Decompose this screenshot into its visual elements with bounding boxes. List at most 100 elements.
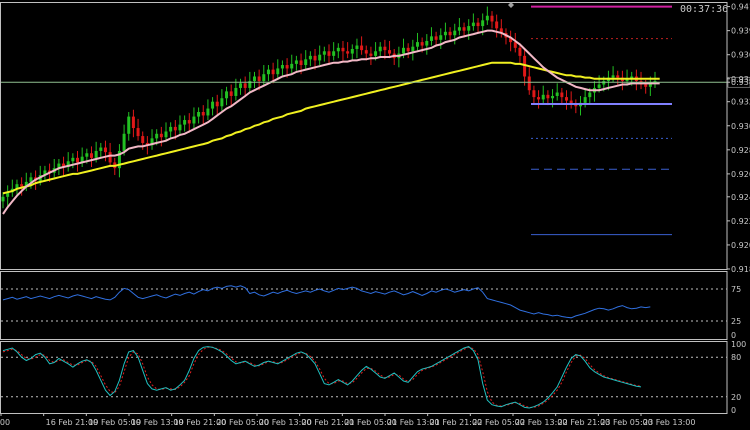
candle-body[interactable] [588, 92, 592, 98]
candle-body[interactable] [24, 181, 28, 187]
candle-body[interactable] [448, 31, 452, 36]
candle-body[interactable] [266, 69, 270, 75]
candle-body[interactable] [453, 30, 457, 36]
candle-body[interactable] [304, 59, 308, 66]
candle-body[interactable] [299, 60, 303, 66]
candle-body[interactable] [495, 21, 499, 29]
candle-body[interactable] [476, 22, 480, 27]
candle-body[interactable] [136, 128, 140, 137]
price-pane[interactable] [0, 5, 750, 236]
candle-body[interactable] [252, 76, 256, 82]
candle-body[interactable] [76, 157, 80, 163]
candle-body[interactable] [201, 112, 205, 116]
candle-body[interactable] [462, 27, 466, 31]
candle-body[interactable] [415, 42, 419, 47]
candle-body[interactable] [434, 36, 438, 40]
candle-body[interactable] [378, 46, 382, 52]
candle-body[interactable] [108, 152, 112, 163]
candle-body[interactable] [62, 163, 66, 168]
candle-body[interactable] [15, 184, 19, 189]
candle-body[interactable] [364, 50, 368, 54]
candle-body[interactable] [346, 51, 350, 54]
candle-body[interactable] [127, 116, 131, 134]
candle-body[interactable] [471, 22, 475, 27]
candle-body[interactable] [248, 81, 252, 88]
candle-body[interactable] [1, 196, 5, 202]
candle-body[interactable] [565, 97, 569, 101]
candle-body[interactable] [262, 74, 266, 82]
candle-body[interactable] [206, 108, 210, 116]
candle-body[interactable] [457, 27, 461, 31]
candle-body[interactable] [187, 120, 191, 124]
candle-body[interactable] [406, 47, 410, 52]
candle-body[interactable] [616, 75, 620, 78]
candle-body[interactable] [327, 51, 331, 56]
candle-body[interactable] [611, 75, 615, 78]
candle-body[interactable] [94, 150, 98, 158]
candle-body[interactable] [313, 55, 317, 61]
candle-body[interactable] [583, 97, 587, 103]
candle-body[interactable] [443, 31, 447, 36]
candle-body[interactable] [141, 136, 145, 143]
candle-body[interactable] [215, 101, 219, 107]
candle-body[interactable] [155, 133, 159, 139]
candle-body[interactable] [225, 91, 229, 99]
candle-body[interactable] [644, 84, 648, 87]
candle-body[interactable] [523, 55, 527, 77]
candle-body[interactable] [411, 46, 415, 52]
candle-body[interactable] [648, 83, 652, 87]
candle-body[interactable] [597, 84, 601, 88]
candle-body[interactable] [360, 45, 364, 51]
rsi-pane[interactable] [1, 285, 727, 322]
candle-body[interactable] [48, 170, 52, 173]
candle-body[interactable] [280, 65, 284, 69]
candle-body[interactable] [285, 65, 289, 69]
candle-body[interactable] [239, 83, 243, 88]
candle-body[interactable] [257, 76, 261, 82]
candle-body[interactable] [332, 51, 336, 56]
stochastic-signal-line[interactable] [2, 346, 642, 408]
candle-body[interactable] [551, 95, 555, 99]
moving-average-fast[interactable] [2, 29, 660, 215]
candle-body[interactable] [169, 126, 173, 132]
candle-body[interactable] [234, 87, 238, 96]
candle-body[interactable] [318, 54, 322, 61]
candle-body[interactable] [178, 124, 182, 131]
candle-body[interactable] [485, 15, 489, 21]
candle-body[interactable] [29, 177, 33, 182]
candle-body[interactable] [57, 163, 61, 169]
candle-body[interactable] [173, 126, 177, 131]
candle-body[interactable] [197, 112, 201, 117]
candle-body[interactable] [131, 116, 135, 129]
candle-body[interactable] [537, 97, 541, 100]
candle-body[interactable] [20, 184, 24, 187]
candle-body[interactable] [322, 51, 326, 55]
candle-body[interactable] [271, 69, 275, 75]
candle-body[interactable] [243, 83, 247, 88]
candle-body[interactable] [150, 138, 154, 146]
rsi-line[interactable] [2, 285, 651, 319]
candle-body[interactable] [402, 47, 406, 54]
candle-body[interactable] [350, 48, 354, 54]
candle-body[interactable] [527, 76, 531, 91]
candle-body[interactable] [211, 101, 215, 109]
candle-body[interactable] [192, 116, 196, 124]
candle-body[interactable] [388, 50, 392, 54]
candle-body[interactable] [159, 133, 163, 138]
candle-body[interactable] [513, 42, 517, 48]
candle-body[interactable] [369, 53, 373, 56]
candle-body[interactable] [229, 91, 233, 96]
candle-body[interactable] [89, 153, 93, 158]
candle-body[interactable] [294, 60, 298, 64]
candle-body[interactable] [481, 20, 485, 27]
stochastic-main-line[interactable] [2, 346, 642, 409]
candle-body[interactable] [509, 37, 513, 43]
candle-body[interactable] [630, 76, 634, 79]
candle-body[interactable] [6, 192, 10, 197]
candle-body[interactable] [276, 68, 280, 75]
candle-body[interactable] [518, 47, 522, 56]
candle-body[interactable] [420, 42, 424, 46]
candle-body[interactable] [569, 100, 573, 104]
